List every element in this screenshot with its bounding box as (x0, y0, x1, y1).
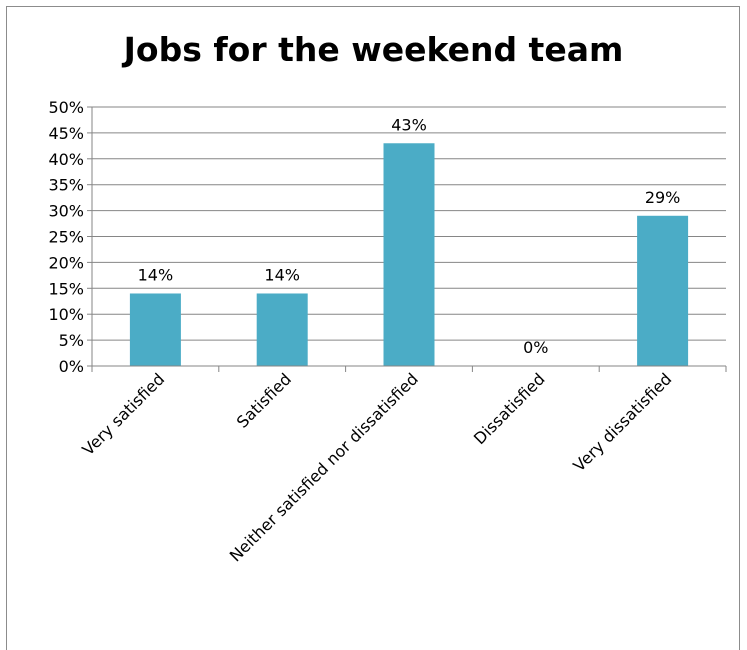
data-label: 29% (645, 188, 681, 207)
y-tick-label: 25% (48, 228, 84, 247)
x-tick-label: Very satisfied (78, 369, 168, 459)
data-label: 43% (391, 115, 427, 134)
bar (129, 293, 181, 366)
chart-title: Jobs for the weekend team (123, 30, 624, 69)
y-tick-label: 15% (48, 279, 84, 298)
data-labels: 14% 14% 43% 0% 29% (138, 115, 681, 357)
y-tick-label: 10% (48, 305, 84, 324)
x-tick-label: Very dissatisfied (569, 369, 675, 475)
data-label: 0% (523, 338, 548, 357)
bar (383, 143, 435, 366)
y-tick-label: 30% (48, 202, 84, 221)
y-tick-label: 50% (48, 98, 84, 117)
y-tick-label: 35% (48, 176, 84, 195)
y-tick-label: 20% (48, 253, 84, 272)
data-label: 14% (264, 265, 300, 284)
x-tick-label: Dissatisfied (470, 369, 549, 448)
y-tick-label: 45% (48, 124, 84, 143)
data-label: 14% (138, 265, 174, 284)
y-tick-label: 40% (48, 150, 84, 169)
bar (637, 215, 689, 366)
bar (256, 293, 308, 366)
y-tick-label: 0% (59, 357, 84, 376)
chart-frame (6, 6, 740, 650)
x-tick-label: Satisfied (233, 369, 295, 431)
axes (87, 106, 727, 372)
y-tick-label: 5% (59, 331, 84, 350)
y-tick-labels: 0% 5% 10% 15% 20% 25% 30% 35% 40% 45% 50% (48, 98, 84, 376)
bars (129, 143, 689, 366)
